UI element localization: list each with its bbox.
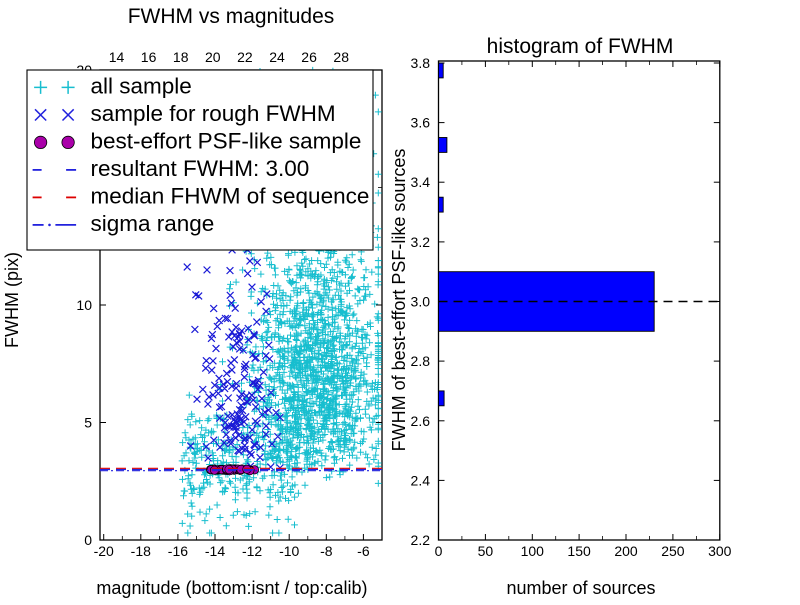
- svg-text:18: 18: [173, 49, 189, 65]
- svg-text:2.4: 2.4: [411, 472, 431, 488]
- svg-text:20: 20: [205, 49, 221, 65]
- svg-text:FWHM of best-effort PSF-like s: FWHM of best-effort PSF-like sources: [389, 149, 409, 452]
- svg-text:-10: -10: [279, 543, 299, 559]
- svg-text:3.0: 3.0: [411, 294, 431, 310]
- svg-text:3.2: 3.2: [411, 234, 431, 250]
- svg-text:3.8: 3.8: [411, 55, 431, 71]
- svg-text:sample for rough FWHM: sample for rough FWHM: [91, 101, 336, 126]
- svg-text:median FHWM of sequence: median FHWM of sequence: [91, 183, 370, 208]
- svg-text:14: 14: [109, 49, 125, 65]
- svg-text:-14: -14: [205, 543, 225, 559]
- svg-text:best-effort PSF-like sample: best-effort PSF-like sample: [91, 128, 362, 153]
- svg-text:number of sources: number of sources: [506, 578, 655, 598]
- svg-text:300: 300: [708, 543, 732, 559]
- svg-text:200: 200: [614, 543, 638, 559]
- svg-text:28: 28: [333, 49, 349, 65]
- svg-text:10: 10: [76, 297, 92, 313]
- svg-text:-6: -6: [357, 543, 370, 559]
- svg-text:3.6: 3.6: [411, 115, 431, 131]
- svg-text:-12: -12: [242, 543, 262, 559]
- svg-text:24: 24: [269, 49, 285, 65]
- svg-text:FWHM (pix): FWHM (pix): [2, 252, 22, 348]
- svg-text:16: 16: [141, 49, 157, 65]
- svg-text:26: 26: [301, 49, 317, 65]
- svg-text:2.2: 2.2: [411, 532, 431, 548]
- svg-text:0: 0: [435, 543, 443, 559]
- svg-text:-20: -20: [94, 543, 114, 559]
- svg-text:histogram of FWHM: histogram of FWHM: [487, 35, 674, 58]
- svg-text:2.8: 2.8: [411, 353, 431, 369]
- svg-text:100: 100: [521, 543, 545, 559]
- svg-text:2.6: 2.6: [411, 413, 431, 429]
- svg-text:5: 5: [84, 415, 92, 431]
- svg-text:250: 250: [661, 543, 685, 559]
- svg-text:FWHM vs magnitudes: FWHM vs magnitudes: [128, 5, 335, 28]
- svg-text:3.4: 3.4: [411, 174, 431, 190]
- svg-text:150: 150: [567, 543, 591, 559]
- svg-text:-16: -16: [168, 543, 188, 559]
- svg-text:-8: -8: [320, 543, 333, 559]
- svg-text:all sample: all sample: [91, 73, 192, 98]
- svg-text:0: 0: [84, 532, 92, 548]
- svg-text:sigma range: sigma range: [91, 211, 215, 236]
- svg-text:resultant FWHM: 3.00: resultant FWHM: 3.00: [91, 156, 310, 181]
- svg-text:magnitude (bottom:isnt / top:c: magnitude (bottom:isnt / top:calib): [96, 578, 367, 598]
- svg-text:22: 22: [237, 49, 253, 65]
- svg-text:-18: -18: [131, 543, 151, 559]
- svg-text:50: 50: [478, 543, 494, 559]
